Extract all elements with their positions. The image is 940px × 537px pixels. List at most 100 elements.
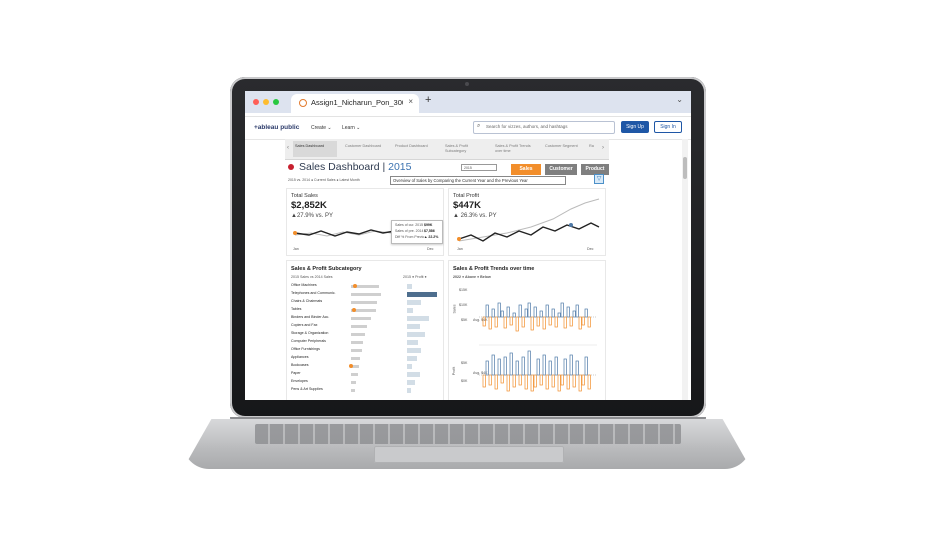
- tab-trends[interactable]: Sales & Profit Trends over time: [495, 144, 531, 153]
- sales-trend-bar[interactable]: [536, 316, 540, 327]
- subcategory-row[interactable]: Bookcases: [291, 363, 443, 370]
- profit-trend-bar[interactable]: [563, 358, 567, 376]
- scrollbar-thumb[interactable]: [683, 157, 687, 179]
- search-input[interactable]: ⌕ Search for vizzes, authors, and hashta…: [473, 121, 615, 134]
- sales-bar[interactable]: [351, 341, 363, 344]
- sales-trend-bar[interactable]: [578, 316, 582, 330]
- sales-trend-bar[interactable]: [548, 316, 552, 326]
- page-scrollbar[interactable]: [682, 139, 688, 400]
- window-maximize-icon[interactable]: [273, 99, 279, 105]
- sales-trend-bar[interactable]: [533, 306, 537, 318]
- profit-bar[interactable]: [407, 364, 412, 369]
- profit-trend-bar[interactable]: [485, 360, 489, 376]
- profit-bar[interactable]: [407, 308, 413, 313]
- sales-trend-bar[interactable]: [542, 316, 546, 330]
- profit-trend-bar[interactable]: [587, 374, 591, 390]
- profit-trend-bar[interactable]: [509, 352, 513, 376]
- sales-bar[interactable]: [351, 381, 356, 384]
- sales-trend-bar[interactable]: [485, 304, 489, 318]
- sales-button[interactable]: Sales: [511, 164, 541, 175]
- profit-trend-bar[interactable]: [500, 374, 504, 384]
- sales-bar[interactable]: [351, 285, 379, 288]
- sign-in-button[interactable]: Sign In: [654, 121, 682, 133]
- subcategory-row[interactable]: Office Furnishings: [291, 347, 443, 354]
- profit-bar[interactable]: [407, 332, 425, 337]
- profit-trend-bar[interactable]: [560, 374, 564, 386]
- profit-bar[interactable]: [407, 380, 415, 385]
- tabs-right-arrow-icon[interactable]: ›: [602, 145, 604, 151]
- profit-trend-bar[interactable]: [497, 358, 501, 376]
- subcategory-row[interactable]: Appliances: [291, 355, 443, 362]
- close-icon[interactable]: ×: [408, 97, 413, 106]
- filter-icon[interactable]: ▽: [594, 174, 604, 184]
- sales-bar[interactable]: [351, 349, 362, 352]
- sales-trend-bar[interactable]: [584, 308, 588, 318]
- sales-trend-bar[interactable]: [551, 308, 555, 318]
- sales-trend-bar[interactable]: [512, 312, 516, 318]
- sales-bar[interactable]: [351, 365, 359, 368]
- profit-trend-bar[interactable]: [521, 356, 525, 376]
- sales-trend-bar[interactable]: [581, 316, 585, 326]
- profit-bar[interactable]: [407, 292, 437, 297]
- profit-bar[interactable]: [407, 356, 417, 361]
- subcategory-row[interactable]: Storage & Organization: [291, 331, 443, 338]
- sales-trend-bar[interactable]: [518, 304, 522, 318]
- year-select[interactable]: 2015: [461, 164, 497, 171]
- subcategory-row[interactable]: Telephones and Communic.: [291, 291, 443, 298]
- sign-up-button[interactable]: Sign Up: [621, 121, 649, 133]
- sales-trend-bar[interactable]: [488, 316, 492, 330]
- subcategory-row[interactable]: Binders and Binder Acc.: [291, 315, 443, 322]
- subcategory-row[interactable]: Pens & Art Supplies: [291, 387, 443, 394]
- profit-trend-bar[interactable]: [551, 374, 555, 388]
- subcategory-row[interactable]: Computer Peripherals: [291, 339, 443, 346]
- subcategory-row[interactable]: Tables: [291, 307, 443, 314]
- profit-trend-bar[interactable]: [554, 356, 558, 376]
- sales-trend-bar[interactable]: [566, 306, 570, 318]
- profit-trend-bar[interactable]: [482, 374, 486, 388]
- sales-trend-bar[interactable]: [527, 302, 531, 318]
- profit-trend-bar[interactable]: [581, 374, 585, 386]
- sales-trend-bar[interactable]: [494, 316, 498, 328]
- sales-trend-bar[interactable]: [497, 302, 501, 318]
- customer-button[interactable]: Customer: [545, 164, 577, 175]
- nav-create[interactable]: Create ⌄: [311, 125, 332, 131]
- sales-trend-bar[interactable]: [539, 310, 543, 318]
- tabs-left-arrow-icon[interactable]: ‹: [287, 145, 289, 151]
- profit-bar[interactable]: [407, 324, 420, 329]
- profit-trend-bar[interactable]: [518, 374, 522, 386]
- sales-bar[interactable]: [351, 389, 355, 392]
- sales-trend-bar[interactable]: [509, 316, 513, 326]
- profit-trend-bar[interactable]: [536, 358, 540, 376]
- sales-trend-bar[interactable]: [557, 312, 561, 318]
- sales-trend-bar[interactable]: [587, 316, 591, 328]
- window-minimize-icon[interactable]: [263, 99, 269, 105]
- sales-bar[interactable]: [351, 333, 365, 336]
- profit-trend-bar[interactable]: [512, 374, 516, 388]
- profit-trend-bar[interactable]: [530, 374, 534, 392]
- sales-trend-bar[interactable]: [572, 310, 576, 318]
- profit-bar[interactable]: [407, 372, 420, 377]
- sales-trend-bar[interactable]: [515, 316, 519, 332]
- tab-ra[interactable]: Ra: [589, 144, 594, 148]
- sales-trend-bar[interactable]: [569, 316, 573, 327]
- profit-bar[interactable]: [407, 284, 412, 289]
- tab-customer-segment[interactable]: Customer Segment: [545, 144, 578, 148]
- sales-bar[interactable]: [351, 325, 367, 328]
- profit-bar[interactable]: [407, 300, 421, 305]
- sales-trend-bar[interactable]: [506, 306, 510, 318]
- sales-trend-bar[interactable]: [560, 302, 564, 318]
- profit-trend-bar[interactable]: [572, 374, 576, 388]
- subcategory-row[interactable]: Office Machines: [291, 283, 443, 290]
- profit-trend-bar[interactable]: [557, 374, 561, 392]
- sales-bar[interactable]: [351, 317, 371, 320]
- sales-trend-bar[interactable]: [500, 310, 504, 318]
- sales-bar[interactable]: [351, 301, 377, 304]
- product-button[interactable]: Product: [581, 164, 609, 175]
- subcategory-row[interactable]: Paper: [291, 371, 443, 378]
- sales-bar[interactable]: [351, 357, 360, 360]
- profit-trend-bar[interactable]: [503, 356, 507, 376]
- profit-bar[interactable]: [407, 348, 421, 353]
- browser-tab[interactable]: Assign1_Nicharun_Pon_300 ×: [291, 94, 419, 113]
- window-close-icon[interactable]: [253, 99, 259, 105]
- subcategory-row[interactable]: Envelopes: [291, 379, 443, 386]
